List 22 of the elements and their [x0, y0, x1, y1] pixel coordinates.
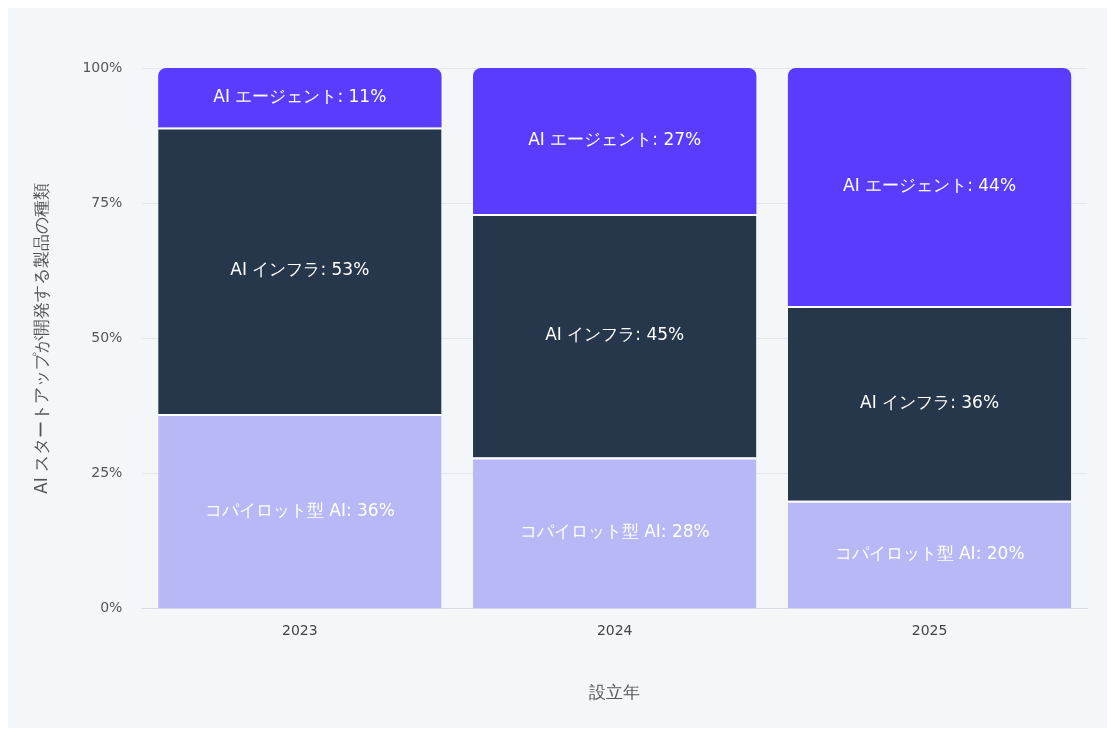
text: AI エージェント: 44%: [843, 175, 1017, 196]
text: AI インフラ: 36%: [860, 391, 1000, 412]
bar: [787, 68, 1072, 306]
text: コパイロット型 AI: 36%: [204, 499, 395, 520]
bar: [158, 68, 442, 128]
x-tick-label: 2024: [596, 621, 633, 638]
text: AI インフラ: 53%: [230, 259, 370, 280]
text: コパイロット型 AI: 20%: [834, 542, 1025, 563]
y-tick-label: 50%: [91, 329, 123, 346]
y-tick-label: 100%: [82, 58, 123, 75]
x-tick-label: 2025: [911, 621, 948, 638]
y-axis-title: AI スタートアップが開発する製品の種類: [30, 182, 51, 494]
x-axis-title: 設立年: [589, 682, 641, 703]
y-tick-label: 0%: [100, 599, 123, 616]
y-tick-label: 25%: [91, 464, 123, 481]
y-tick-label: 75%: [91, 193, 123, 210]
text: AI エージェント: 11%: [213, 86, 387, 107]
text: AI インフラ: 45%: [545, 324, 685, 345]
x-tick-label: 2023: [282, 621, 318, 638]
bar: [473, 68, 757, 215]
text: コパイロット型 AI: 28%: [519, 521, 710, 542]
text: AI エージェント: 27%: [528, 129, 702, 150]
